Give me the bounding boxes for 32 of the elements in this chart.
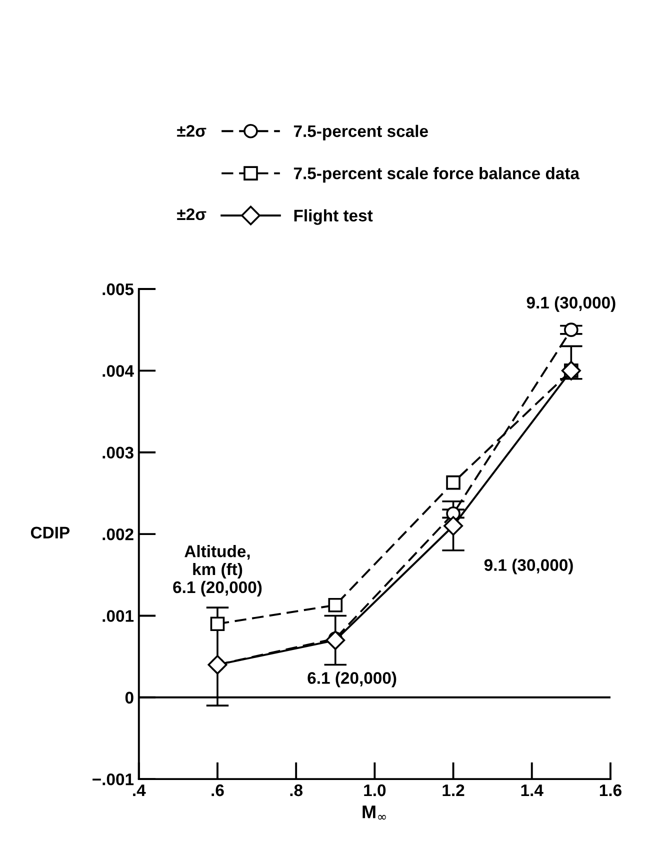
point (446, 475, 460, 490)
x-axis-title: M$_{∞}$ (362, 806, 386, 820)
annotation: 9.1 (30,000) (526, 296, 616, 312)
text: ±2σ (177, 208, 206, 220)
point (328, 598, 343, 612)
y-tick-label: .001 (102, 610, 134, 622)
point (210, 616, 225, 632)
y-tick-label: 0 (125, 692, 134, 704)
point (208, 654, 228, 674)
point (444, 516, 464, 536)
x-tick-label: 1.6 (600, 784, 622, 796)
legend-label: Flight test (294, 209, 373, 225)
legend-label: 7.5-percent scale force balance data (294, 167, 580, 183)
point (564, 322, 578, 337)
point (326, 630, 346, 650)
y-tick-label: −.001 (92, 773, 134, 786)
annotation: Altitude, km (ft) 6.1 (20,000) (173, 545, 262, 596)
y-axis-title: CDIP (30, 526, 70, 539)
y-tick-label: .002 (102, 528, 134, 540)
annotation: 6.1 (20,000) (308, 672, 396, 688)
x-tick-label: 1.2 (442, 784, 464, 796)
y-tick-label: .005 (102, 283, 134, 296)
x-tick-label: 1.0 (364, 784, 386, 796)
text: ±2σ (177, 125, 206, 137)
x-tick-label: 1.4 (521, 784, 544, 796)
x-tick-label: .8 (290, 784, 303, 796)
x-tick-label: .6 (212, 784, 224, 796)
x-tick-label: .4 (133, 784, 146, 796)
y-tick-label: .004 (102, 365, 134, 377)
legend-label: 7.5-percent scale (294, 124, 428, 140)
annotation: 9.1 (30,000) (484, 558, 573, 574)
y-tick-label: .003 (102, 446, 134, 459)
